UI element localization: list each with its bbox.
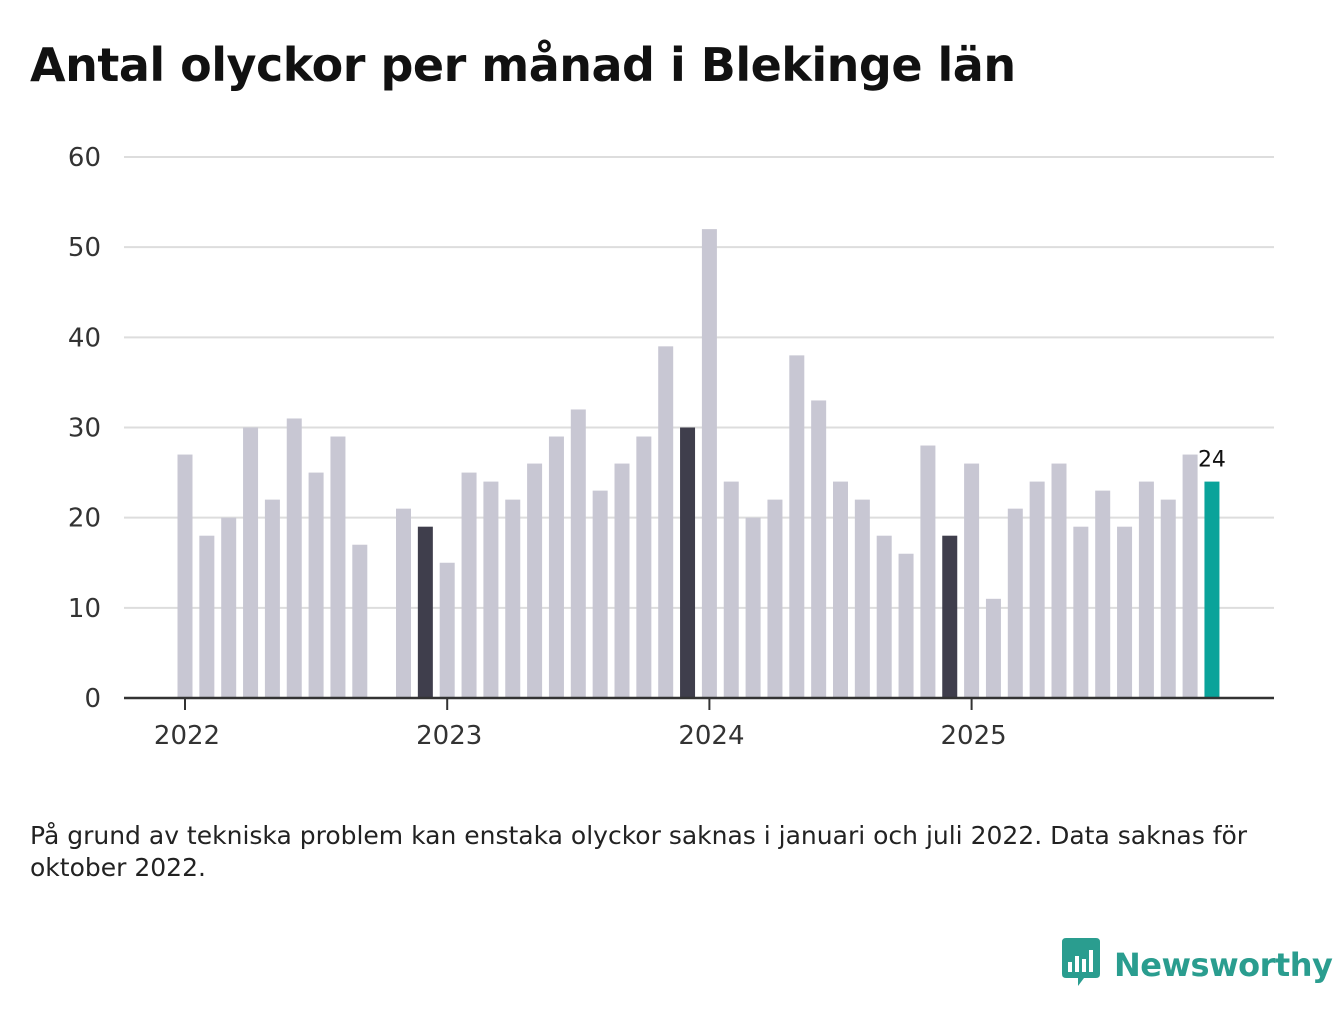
bars — [177, 229, 1220, 698]
bar-2025-04 — [1029, 481, 1045, 698]
bar-2024-01 — [701, 229, 717, 698]
x-tick-label: 2024 — [678, 721, 744, 751]
bar-2024-05 — [789, 355, 805, 698]
bar-2023-02 — [461, 472, 477, 698]
y-axis-tick-labels: 0 10 20 30 40 50 60 — [68, 143, 101, 714]
bar-2022-09 — [352, 544, 368, 698]
bar-2023-11 — [658, 346, 674, 698]
bar-2022-12 — [417, 526, 433, 698]
y-tick-label: 30 — [68, 414, 101, 444]
chart-title: Antal olyckor per månad i Blekinge län — [30, 38, 1016, 92]
bar-2023-03 — [483, 481, 499, 698]
bar-2022-07 — [308, 472, 324, 698]
bar-2023-01 — [439, 562, 455, 698]
bar-2025-07 — [1095, 490, 1111, 698]
bar-2024-07 — [833, 481, 848, 698]
annotations: 24 — [1198, 448, 1226, 473]
bar-2022-08 — [330, 436, 346, 698]
x-axis: 2022 2023 2024 2025 — [124, 696, 1274, 751]
bar-2025-03 — [1007, 508, 1023, 698]
bar-2023-12 — [680, 427, 696, 698]
bar-2022-03 — [221, 517, 237, 698]
footnote: På grund av tekniska problem kan enstaka… — [30, 821, 1248, 882]
y-tick-label: 60 — [68, 143, 101, 173]
y-tick-label: 40 — [68, 323, 101, 353]
bar-2022-05 — [264, 499, 280, 698]
bar-2025-02 — [985, 598, 1001, 698]
y-tick-label: 10 — [68, 594, 101, 624]
bar-2024-08 — [854, 499, 870, 698]
bar-2024-10 — [898, 553, 914, 698]
bar-2023-09 — [614, 463, 630, 698]
bar-2024-09 — [876, 535, 892, 698]
bar-2023-06 — [548, 436, 564, 698]
bar-2025-06 — [1073, 526, 1089, 698]
y-tick-label: 0 — [84, 684, 101, 714]
bar-2024-12 — [942, 535, 958, 698]
bar-2024-03 — [745, 517, 761, 698]
x-tick-label: 2023 — [416, 721, 482, 751]
bar-2023-04 — [505, 499, 521, 698]
bar-2025-05 — [1051, 463, 1067, 698]
bar-2024-02 — [723, 481, 739, 698]
x-tick-label: 2025 — [941, 721, 1007, 751]
newsworthy-logo-icon — [1062, 938, 1100, 986]
bar-2023-08 — [592, 490, 608, 698]
bar-2025-09 — [1138, 481, 1154, 698]
bar-2022-11 — [396, 508, 411, 698]
bar-chart: 0 10 20 30 40 50 60 2022 2023 2024 2025 24 — [68, 143, 1274, 751]
y-tick-label: 20 — [68, 504, 101, 534]
bar-2025-10 — [1160, 499, 1176, 698]
bar-2022-01 — [177, 454, 193, 698]
bar-2025-11 — [1182, 454, 1198, 698]
bar-2025-01 — [964, 463, 980, 698]
x-tick-label: 2022 — [154, 721, 220, 751]
bar-2024-11 — [920, 445, 936, 698]
latest-value-label: 24 — [1198, 448, 1226, 473]
brand-name: Newsworthy — [1114, 946, 1333, 984]
bar-2022-04 — [243, 427, 259, 698]
bar-2024-04 — [767, 499, 783, 698]
bar-2022-06 — [286, 418, 302, 698]
bar-2023-10 — [636, 436, 652, 698]
bar-2024-06 — [811, 400, 827, 698]
bar-2023-05 — [527, 463, 543, 698]
bar-2025-12 — [1204, 481, 1220, 698]
bar-2023-07 — [570, 409, 586, 698]
brand-logo[interactable]: Newsworthy — [1060, 938, 1333, 992]
bar-2025-08 — [1117, 526, 1133, 698]
y-tick-label: 50 — [68, 233, 101, 263]
bar-2022-02 — [199, 535, 215, 698]
